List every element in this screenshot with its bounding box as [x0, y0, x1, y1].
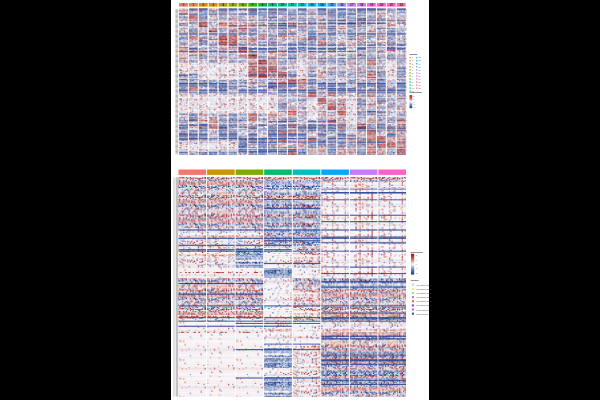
svg-text:12: 12: [419, 56, 421, 58]
svg-text:iPS-dSMC-TD45: iPS-dSMC-TD45: [416, 304, 432, 306]
svg-text:Identity: Identity: [411, 279, 420, 281]
svg-text:hiPS-cSMC-1: hiPS-cSMC-1: [416, 309, 429, 311]
svg-text:Expression: Expression: [411, 251, 423, 253]
svg-text:15: 15: [330, 3, 334, 7]
svg-text:11: 11: [291, 3, 295, 7]
svg-text:0: 0: [413, 101, 414, 103]
svg-text:18: 18: [360, 3, 364, 7]
svg-text:Expression: Expression: [409, 91, 422, 93]
svg-text:13: 13: [419, 59, 421, 61]
svg-text:16: 16: [340, 3, 344, 7]
svg-text:iPS-dSMC-TD25: iPS-dSMC-TD25: [416, 296, 432, 298]
svg-text:-2: -2: [413, 106, 415, 108]
svg-text:6: 6: [412, 75, 413, 77]
svg-text:19: 19: [419, 78, 421, 80]
svg-text:16: 16: [419, 69, 421, 71]
svg-text:iPS-dSMC-TD15: iPS-dSMC-TD15: [416, 292, 432, 294]
svg-text:13: 13: [310, 3, 314, 7]
svg-text:2: 2: [412, 63, 413, 65]
svg-text:19: 19: [370, 3, 374, 7]
svg-text:hiPS-ctrl-aort: hiPS-ctrl-aort: [416, 313, 429, 315]
svg-text:7: 7: [412, 78, 413, 80]
svg-text:5: 5: [412, 72, 413, 74]
svg-text:20: 20: [380, 3, 384, 7]
svg-text:8: 8: [412, 81, 413, 83]
svg-text:9: 9: [412, 84, 413, 86]
svg-text:14: 14: [320, 3, 324, 7]
svg-text:iPS-dSMC-TD5-2: iPS-dSMC-TD5-2: [416, 288, 433, 290]
svg-text:21: 21: [390, 3, 394, 7]
svg-text:15: 15: [419, 66, 421, 68]
svg-text:18: 18: [419, 75, 421, 77]
svg-text:iPS-dSMC-TD5-1: iPS-dSMC-TD5-1: [416, 284, 433, 286]
svg-text:10: 10: [412, 87, 414, 89]
svg-text:iPS-dSMC-TD35: iPS-dSMC-TD35: [416, 300, 432, 302]
svg-text:4: 4: [412, 69, 413, 71]
svg-text:3: 3: [412, 66, 413, 68]
svg-text:1: 1: [412, 59, 413, 61]
svg-text:22: 22: [419, 87, 421, 89]
svg-text:20: 20: [419, 81, 421, 83]
svg-text:14: 14: [419, 63, 421, 65]
svg-text:-1: -1: [413, 103, 415, 105]
svg-text:17: 17: [350, 3, 354, 7]
svg-text:22: 22: [400, 3, 404, 7]
svg-text:17: 17: [419, 72, 421, 74]
svg-text:0: 0: [412, 56, 413, 58]
svg-text:1: 1: [413, 98, 414, 100]
svg-text:21: 21: [419, 84, 421, 86]
svg-text:10: 10: [281, 3, 285, 7]
svg-text:12: 12: [301, 3, 305, 7]
svg-text:Identity: Identity: [409, 53, 418, 55]
svg-text:2: 2: [413, 95, 414, 97]
